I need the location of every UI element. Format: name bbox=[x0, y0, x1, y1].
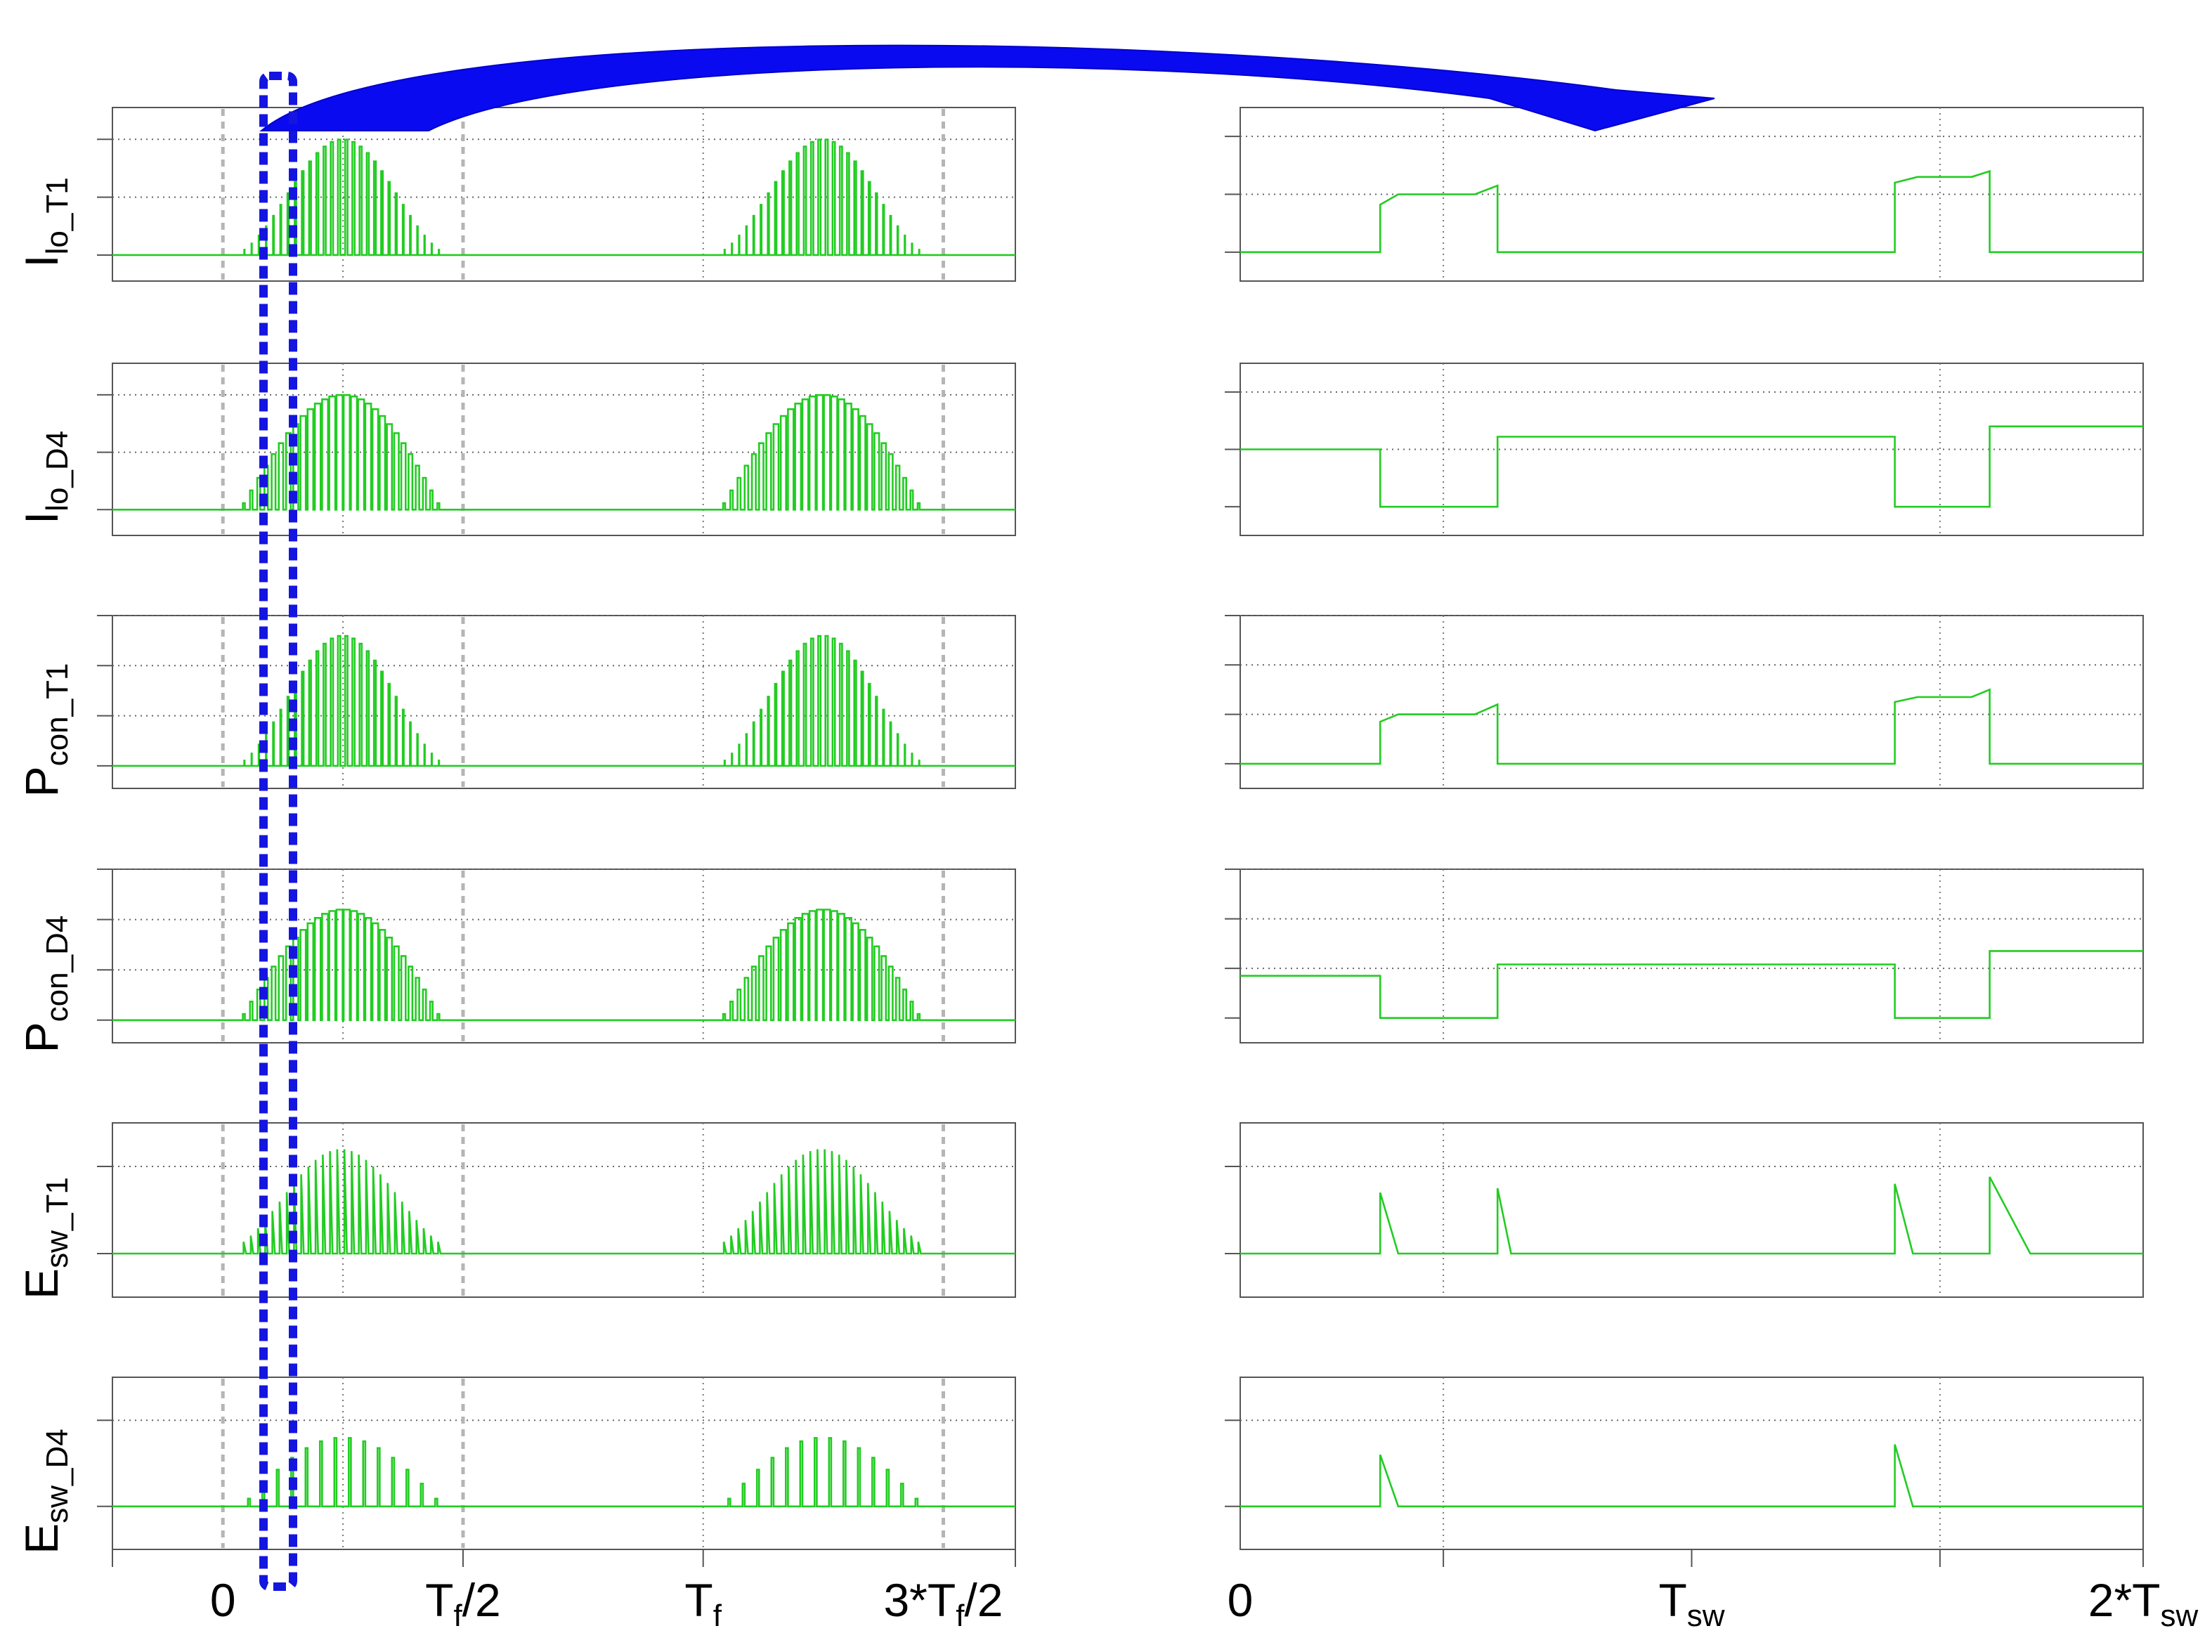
right-x-axis: 0 Tsw 2*Tsw bbox=[1228, 1549, 2199, 1633]
y-axis-label: Pcon_D4 bbox=[15, 916, 74, 1053]
y-axis-label: Ilo_D4 bbox=[15, 431, 74, 524]
left-plot-0: Ilo_T1 bbox=[15, 107, 1016, 282]
plot-frame bbox=[1240, 1122, 2144, 1298]
x-tick-label: Tf bbox=[684, 1574, 722, 1633]
left-plot-2: Pcon_T1 bbox=[15, 615, 1016, 798]
y-axis-label: Esw_D4 bbox=[15, 1429, 74, 1554]
left-plot-4: Esw_T1 bbox=[15, 1122, 1016, 1299]
highlight-window bbox=[259, 72, 297, 1591]
x-tick-label: 0 bbox=[1228, 1574, 1254, 1626]
right-trace-2 bbox=[1240, 688, 2143, 765]
right-trace-0 bbox=[1240, 169, 2143, 254]
right-plot-2 bbox=[1225, 615, 2144, 789]
right-panel-group bbox=[1225, 107, 2144, 1550]
left-plot-1: Ilo_D4 bbox=[15, 363, 1016, 536]
plot-frame bbox=[112, 615, 1016, 789]
y-axis-label: Esw_T1 bbox=[15, 1177, 74, 1299]
left-panel-group: Ilo_T1 Ilo_D4 Pcon_T1 Pcon_D4 Esw_T1 Esw_D4 bbox=[15, 107, 1016, 1554]
right-trace-1 bbox=[1240, 425, 2143, 508]
left-trace-3 bbox=[112, 909, 1015, 1022]
plot-frame bbox=[1240, 869, 2144, 1043]
right-plot-5 bbox=[1225, 1377, 2144, 1550]
left-plot-5: Esw_D4 bbox=[15, 1377, 1016, 1554]
plot-frame bbox=[1240, 615, 2144, 789]
plot-frame bbox=[112, 1122, 1016, 1298]
right-trace-4 bbox=[1240, 1176, 2143, 1255]
left-trace-5 bbox=[112, 1437, 1015, 1508]
plot-frame bbox=[112, 1377, 1016, 1550]
right-trace-3 bbox=[1240, 950, 2143, 1019]
zoom-arrow-icon bbox=[259, 44, 1715, 132]
left-trace-1 bbox=[112, 394, 1015, 511]
right-trace-5 bbox=[1240, 1444, 2143, 1508]
x-tick-label: Tsw bbox=[1658, 1574, 1724, 1633]
zoom-overlay bbox=[259, 44, 1715, 1591]
left-x-axis: 0 Tf/2 Tf 3*Tf/2 bbox=[112, 1549, 1016, 1633]
left-trace-4 bbox=[112, 1149, 1015, 1255]
x-tick-label: 3*Tf/2 bbox=[883, 1574, 1003, 1633]
x-tick-label: 0 bbox=[210, 1574, 236, 1626]
right-plot-3 bbox=[1225, 869, 2144, 1043]
left-plot-3: Pcon_D4 bbox=[15, 869, 1016, 1053]
plot-frame bbox=[1240, 1377, 2144, 1550]
left-trace-2 bbox=[112, 635, 1015, 767]
left-trace-0 bbox=[112, 138, 1015, 256]
right-plot-0 bbox=[1225, 107, 2144, 282]
x-tick-label: 2*Tsw bbox=[2088, 1574, 2199, 1633]
y-axis-label: Ilo_T1 bbox=[15, 177, 74, 267]
right-plot-1 bbox=[1225, 363, 2144, 536]
x-tick-label: Tf/2 bbox=[425, 1574, 501, 1633]
y-axis-label: Pcon_T1 bbox=[15, 663, 74, 798]
right-plot-4 bbox=[1225, 1122, 2144, 1298]
